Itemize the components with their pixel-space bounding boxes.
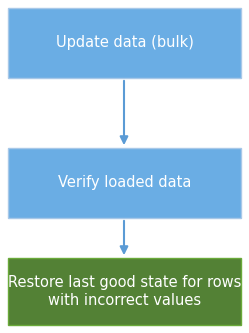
FancyBboxPatch shape: [8, 148, 241, 218]
Text: Restore last good state for rows
with incorrect values: Restore last good state for rows with in…: [8, 275, 241, 308]
FancyBboxPatch shape: [8, 258, 241, 325]
FancyBboxPatch shape: [8, 8, 241, 78]
Text: Verify loaded data: Verify loaded data: [58, 175, 191, 190]
Text: Update data (bulk): Update data (bulk): [56, 36, 193, 51]
